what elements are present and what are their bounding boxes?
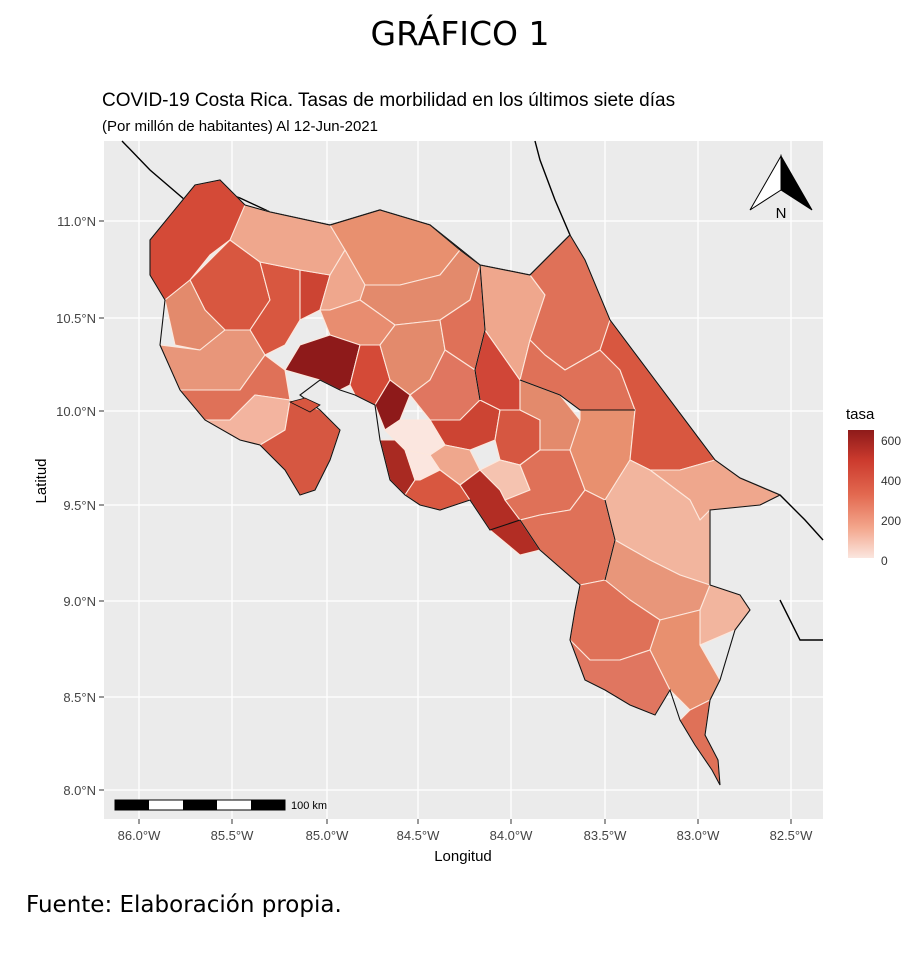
x-tick-label: 82.5°W	[770, 828, 814, 843]
figure-heading: GRÁFICO 1	[370, 14, 550, 53]
source-note: Fuente: Elaboración propia.	[26, 892, 342, 918]
scale-bar: 100 km	[114, 799, 327, 812]
x-tick-label: 83.5°W	[584, 828, 628, 843]
legend-colorbar	[848, 430, 874, 558]
legend-title: tasa	[846, 406, 875, 423]
axis-ticks	[99, 220, 792, 824]
x-tick-label: 86.0°W	[118, 828, 162, 843]
legend-tick-label: 600	[881, 434, 902, 448]
y-tick-label: 9.5°N	[63, 498, 96, 513]
y-tick-label: 8.5°N	[63, 690, 96, 705]
north-arrow-icon: N	[749, 154, 813, 222]
x-tick-label: 84.0°W	[490, 828, 534, 843]
x-tick-label: 85.5°W	[211, 828, 255, 843]
y-tick-label: 10.5°N	[56, 311, 96, 326]
map-title: COVID-19 Costa Rica. Tasas de morbilidad…	[102, 90, 676, 111]
x-tick-label: 85.0°W	[306, 828, 350, 843]
gulf-island	[288, 397, 321, 413]
country-outline	[149, 179, 782, 786]
x-tick-label: 83.0°W	[677, 828, 721, 843]
north-arrow-label: N	[776, 205, 787, 222]
x-tick-labels: 86.0°W 85.5°W 85.0°W 84.5°W 84.0°W 83.5°…	[118, 828, 814, 843]
map-regions	[149, 179, 781, 786]
region-pc-1	[374, 379, 411, 431]
x-tick-label: 84.5°W	[397, 828, 441, 843]
legend-tick-label: 400	[881, 474, 902, 488]
y-tick-label: 8.0°N	[63, 783, 96, 798]
scale-bar-label: 100 km	[291, 800, 327, 812]
x-axis-label: Longitud	[434, 848, 492, 865]
y-tick-label: 10.0°N	[56, 404, 96, 419]
map-subtitle: (Por millón de habitantes) Al 12-Jun-202…	[102, 118, 378, 135]
y-tick-label: 11.0°N	[57, 214, 96, 229]
legend-tick-label: 200	[881, 514, 902, 528]
y-axis-label: Latitud	[33, 458, 50, 503]
legend-tick-label: 0	[881, 554, 888, 568]
y-tick-label: 9.0°N	[63, 594, 96, 609]
y-tick-labels: 11.0°N 10.5°N 10.0°N 9.5°N 9.0°N 8.5°N 8…	[56, 214, 96, 798]
